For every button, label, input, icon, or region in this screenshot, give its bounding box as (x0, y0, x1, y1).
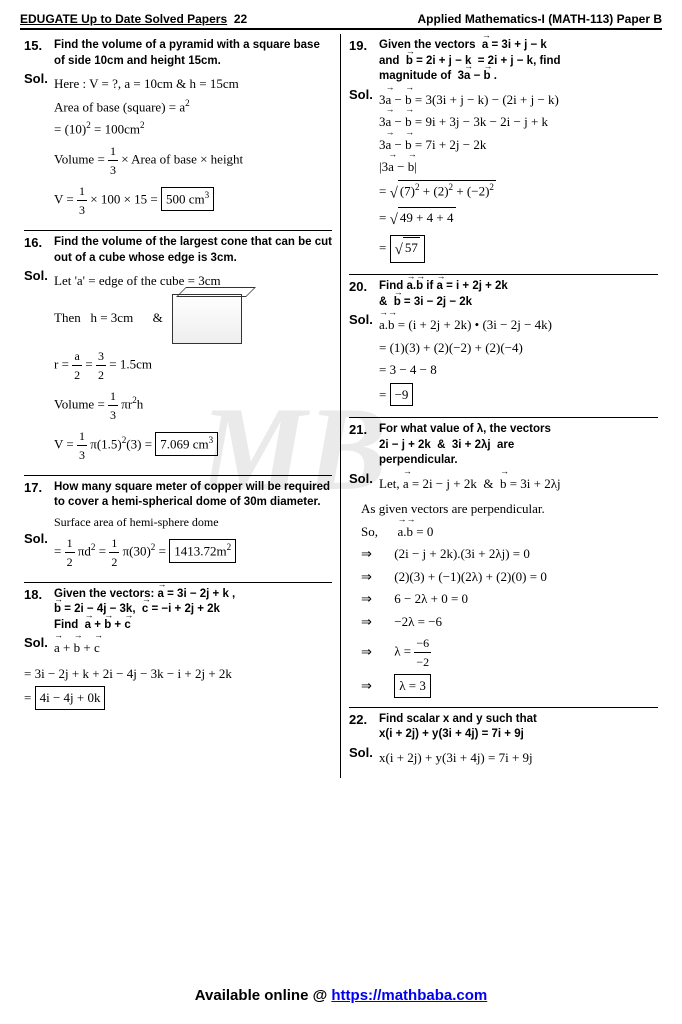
right-column: 19. Given the vectors a = 3i + j − k and… (341, 34, 662, 778)
q-line: Find scalar x and y such that (379, 712, 537, 728)
q-text: Find a.b if a = i + 2j + 2k & b = 3i − 2… (379, 279, 508, 310)
eq-line: a.b = (i + 2j + 2k) • (3i − 2j − 4k) (379, 315, 552, 335)
q-number: 18. (24, 587, 54, 602)
eq-line: = 3i − 2j + k + 2i − 4j − 3k − i + 2j + … (24, 664, 332, 684)
eq-line: r = a2 = 32 = 1.5cm (54, 347, 242, 384)
header-left: EDUGATE Up to Date Solved Papers 22 (20, 12, 247, 26)
sol-body: As given vectors are perpendicular. So, … (349, 499, 658, 698)
sol-body: Let 'a' = edge of the cube = 3cm Then h … (54, 268, 242, 467)
eq-line: = −9 (379, 383, 552, 407)
sol-label: Sol. (24, 635, 54, 650)
eq-line: = (10)2 = 100cm2 (54, 119, 243, 139)
problem-21: 21. For what value of λ, the vectors 2i … (349, 418, 658, 708)
eq-line: x(i + 2j) + y(3i + 4j) = 7i + 9j (379, 748, 533, 768)
q-number: 17. (24, 480, 54, 495)
sol-cont: = 3i − 2j + k + 2i − 4j − 3k − i + 2j + … (24, 664, 332, 710)
q-line: 2i − j + 2k & 3i + 2λj are (379, 438, 551, 454)
eq-line: Then h = 3cm & (54, 294, 242, 344)
q-number: 15. (24, 38, 54, 53)
q-number: 20. (349, 279, 379, 294)
eq-line: ⇒ λ = 3 (361, 674, 658, 698)
q-text: Find the volume of the largest cone that… (54, 235, 332, 266)
q-text: Find scalar x and y such that x(i + 2j) … (379, 712, 537, 743)
eq-line: ⇒ λ = −6−2 (361, 634, 658, 671)
sol-label: Sol. (349, 312, 379, 327)
eq-line: = √49 + 4 + 4 (379, 207, 559, 232)
sol-label: Sol. (349, 87, 379, 102)
left-column: 15. Find the volume of a pyramid with a … (20, 34, 341, 778)
sol-body: x(i + 2j) + y(3i + 4j) = 7i + 9j (379, 745, 533, 771)
q-text: Find the volume of a pyramid with a squa… (54, 38, 332, 69)
cube-diagram (172, 294, 242, 344)
footer-link[interactable]: https://mathbaba.com (331, 987, 487, 1004)
footer-text: Available online @ (195, 987, 332, 1004)
eq-line: Volume = 13 πr2h (54, 387, 242, 424)
eq-line: ⇒ (2i − j + 2k).(3i + 2λj) = 0 (361, 544, 658, 564)
sol-body: = 12 πd2 = 12 π(30)2 = 1413.72m2 (54, 531, 236, 574)
eq-line: Area of base (square) = a2 (54, 97, 243, 117)
content-columns: 15. Find the volume of a pyramid with a … (20, 34, 662, 778)
q-text: Given the vectors: a = 3i − 2j + k , b =… (54, 587, 235, 634)
eq-line: = √(7)2 + (2)2 + (−2)2 (379, 180, 559, 205)
eq-line: Volume = 13 × Area of base × height (54, 142, 243, 179)
q-line: x(i + 2j) + y(3i + 4j) = 7i + 9j (379, 727, 537, 743)
problem-16: 16. Find the volume of the largest cone … (24, 231, 332, 476)
problem-19: 19. Given the vectors a = 3i + j − k and… (349, 34, 658, 275)
problem-17: 17. How many square meter of copper will… (24, 476, 332, 583)
sol-inline: Let, a = 2i − j + 2k & b = 3i + 2λj (379, 474, 561, 494)
sol-body: 3a − b = 3(3i + j − k) − (2i + j − k) 3a… (379, 87, 559, 267)
q-number: 22. (349, 712, 379, 727)
eq-line: Here : V = ?, a = 10cm & h = 15cm (54, 74, 243, 94)
q-text: Given the vectors a = 3i + j − k and b =… (379, 38, 561, 85)
eq-line: a + b + c (54, 638, 100, 658)
eq-line: V = 13 π(1.5)2(3) = 7.069 cm3 (54, 427, 242, 464)
eq-line: = 4i − 4j + 0k (24, 686, 332, 710)
q-number: 21. (349, 422, 379, 437)
sol-label: Sol. (24, 71, 54, 86)
sol-label: Sol. (349, 471, 379, 486)
eq-line: V = 13 × 100 × 15 = 500 cm3 (54, 182, 243, 219)
eq-line: So, a.b = 0 (361, 522, 658, 542)
problem-20: 20. Find a.b if a = i + 2j + 2k & b = 3i… (349, 275, 658, 418)
page-footer: Available online @ https://mathbaba.com (0, 987, 682, 1004)
q-line: For what value of λ, the vectors (379, 422, 551, 438)
problem-18: 18. Given the vectors: a = 3i − 2j + k ,… (24, 583, 332, 719)
q-number: 16. (24, 235, 54, 250)
eq-line: = (1)(3) + (2)(−2) + (2)(−4) (379, 338, 552, 358)
eq-line: ⇒ (2)(3) + (−1)(2λ) + (2)(0) = 0 (361, 567, 658, 587)
q-line: & b = 3i − 2j − 2k (379, 295, 508, 311)
eq-line: ⇒ 6 − 2λ + 0 = 0 (361, 589, 658, 609)
sol-label: Sol. (349, 745, 379, 760)
sol-label: Sol. (24, 531, 54, 546)
eq-line: = √57 (379, 235, 559, 264)
q-line: b = 2i − 4j − 3k, c = −i + 2j + 2k (54, 602, 235, 618)
problem-15: 15. Find the volume of a pyramid with a … (24, 34, 332, 231)
page-header: EDUGATE Up to Date Solved Papers 22 Appl… (20, 12, 662, 30)
header-right: Applied Mathematics-I (MATH-113) Paper B (418, 12, 663, 26)
eq-line: ⇒ −2λ = −6 (361, 612, 658, 632)
q-text: How many square meter of copper will be … (54, 480, 332, 511)
eq-line: = 12 πd2 = 12 π(30)2 = 1413.72m2 (54, 534, 236, 571)
sol-inline: Surface area of hemi-sphere dome (24, 513, 332, 531)
sol-body: Here : V = ?, a = 10cm & h = 15cm Area o… (54, 71, 243, 222)
sol-label: Sol. (24, 268, 54, 283)
q-text: For what value of λ, the vectors 2i − j … (379, 422, 551, 469)
eq-line: = 3 − 4 − 8 (379, 360, 552, 380)
eq-line: |3a − b| (379, 157, 559, 177)
problem-22: 22. Find scalar x and y such that x(i + … (349, 708, 658, 779)
q-number: 19. (349, 38, 379, 53)
sol-body: a + b + c (54, 635, 100, 661)
sol-body: a.b = (i + 2j + 2k) • (3i − 2j − 4k) = (… (379, 312, 552, 409)
eq-line: 3a − b = 7i + 2j − 2k (379, 135, 559, 155)
